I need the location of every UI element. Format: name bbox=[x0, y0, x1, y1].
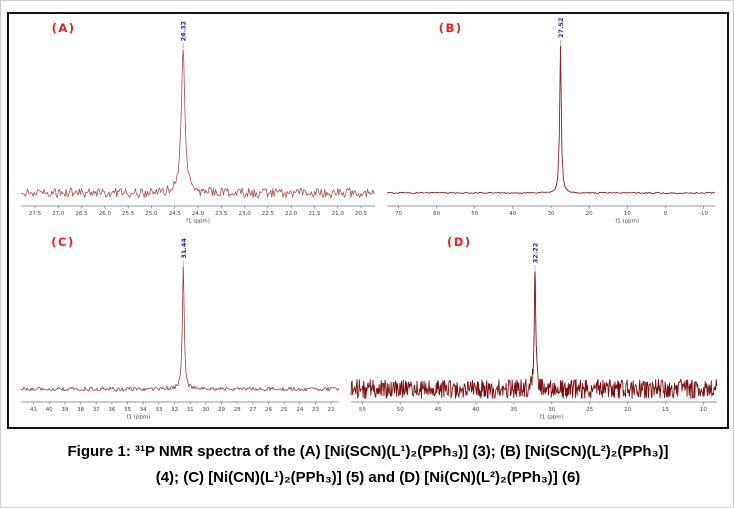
x-tick-label: 22.5 bbox=[262, 211, 275, 217]
x-tick-label: 38 bbox=[77, 407, 84, 413]
caption-line-2: (4); (C) [Ni(CN)(L¹)₂(PPh₃)] (5) and (D)… bbox=[155, 469, 581, 487]
spectrum-trace bbox=[386, 45, 715, 195]
x-tick-label: 25 bbox=[586, 407, 593, 413]
x-tick-label: 33 bbox=[155, 407, 162, 413]
x-tick-label: 24.0 bbox=[192, 211, 205, 217]
spectrum-trace bbox=[20, 49, 375, 199]
nmr-panel-c: 41 40 39 38 37 36 35 34 33 32 31 30 29 28 27 26 25 24 23 22… bbox=[15, 230, 345, 424]
x-tick-label: 22 bbox=[328, 407, 335, 413]
x-tick-label: 45 bbox=[435, 407, 442, 413]
x-tick-label: 28 bbox=[234, 407, 241, 413]
x-tick-label: 40 bbox=[46, 407, 53, 413]
x-tick-label: 27.0 bbox=[52, 211, 65, 217]
peak-value-label: 32.22 bbox=[531, 243, 539, 264]
x-tick-label: 60 bbox=[433, 211, 440, 217]
spectrum-trace bbox=[350, 271, 718, 399]
x-tick-label: 27 bbox=[249, 407, 256, 413]
x-tick-label: 41 bbox=[30, 407, 37, 413]
panel-letter: (A) bbox=[52, 21, 76, 35]
x-tick-label: 21.5 bbox=[308, 211, 321, 217]
x-tick-label: 26.5 bbox=[75, 211, 88, 217]
x-tick-label: 39 bbox=[61, 407, 68, 413]
x-tick-label: 29 bbox=[218, 407, 225, 413]
x-tick-label: 24.5 bbox=[169, 211, 182, 217]
x-tick-label: 23.0 bbox=[238, 211, 251, 217]
x-tick-label: 32 bbox=[171, 407, 178, 413]
x-tick-label: 23.5 bbox=[215, 211, 228, 217]
peak-value-label: 27.52 bbox=[557, 17, 565, 38]
x-tick-label: 15 bbox=[662, 407, 669, 413]
x-tick-label: 10 bbox=[700, 407, 707, 413]
x-axis-title: f1 (ppm) bbox=[540, 415, 564, 421]
x-axis-title: f1 (ppm) bbox=[127, 415, 151, 421]
panel-letter: (B) bbox=[439, 21, 463, 35]
x-tick-label: 23 bbox=[312, 407, 319, 413]
x-tick-label: 0 bbox=[664, 211, 668, 217]
caption-line-1: Figure 1: ³¹P NMR spectra of the (A) [Ni… bbox=[67, 443, 669, 460]
x-tick-label: 26.0 bbox=[99, 211, 112, 217]
peak-value-label: 31.44 bbox=[180, 238, 188, 259]
x-tick-label: 40 bbox=[473, 407, 480, 413]
x-tick-label: 30 bbox=[548, 211, 555, 217]
spectrum-plot-c: 41 40 39 38 37 36 35 34 33 32 31 30 29 28 27 26 25 24 23 22… bbox=[20, 235, 340, 421]
x-tick-label: 25.0 bbox=[145, 211, 158, 217]
x-axis-title: f1 (ppm) bbox=[615, 219, 639, 225]
spectrum-plot-d: 55 50 45 40 35 30 25 20 15 10 f1 (ppm) 32.22 (D) bbox=[350, 235, 718, 421]
nmr-panel-d: 55 50 45 40 35 30 25 20 15 10 f1 (ppm) 32.22 (D) bbox=[345, 230, 723, 424]
x-tick-label: 70 bbox=[395, 211, 402, 217]
spectrum-trace bbox=[20, 266, 340, 392]
x-tick-label: 50 bbox=[471, 211, 478, 217]
x-tick-label: 37 bbox=[93, 407, 100, 413]
x-tick-label: 25.5 bbox=[122, 211, 135, 217]
x-tick-label: -10 bbox=[699, 211, 708, 217]
x-tick-label: 40 bbox=[509, 211, 516, 217]
x-tick-label: 24 bbox=[296, 407, 303, 413]
x-tick-label: 22.0 bbox=[285, 211, 298, 217]
spectrum-plot-a: 27.5 27.0 26.5 26.0 25.5 25.0 24.5 24.0 23.5 23.0… bbox=[20, 21, 375, 225]
x-tick-label: 31 bbox=[187, 407, 194, 413]
x-tick-label: 26 bbox=[265, 407, 272, 413]
x-tick-label: 20 bbox=[624, 407, 631, 413]
panel-letter: (D) bbox=[447, 235, 472, 249]
nmr-panel-a: 27.5 27.0 26.5 26.0 25.5 25.0 24.5 24.0 23.5 23.0… bbox=[15, 16, 381, 228]
panel-letter: (C) bbox=[51, 235, 74, 249]
x-tick-label: 55 bbox=[359, 407, 366, 413]
x-tick-label: 35 bbox=[510, 407, 517, 413]
spectrum-plot-b: 70 60 50 40 30 20 10 0 -10 f1 (ppm) 27.52 (B) bbox=[386, 17, 715, 225]
spectra-border: 27.5 27.0 26.5 26.0 25.5 25.0 24.5 24.0 23.5 23.0… bbox=[7, 12, 729, 429]
nmr-panel-b: 70 60 50 40 30 20 10 0 -10 f1 (ppm) 27.52 (B) bbox=[381, 16, 721, 228]
peak-value-label: 24.32 bbox=[180, 21, 188, 42]
x-axis-title: f1 (ppm) bbox=[186, 219, 210, 225]
x-tick-label: 30 bbox=[202, 407, 209, 413]
figure-caption: Figure 1: ³¹P NMR spectra of the (A) [Ni… bbox=[1, 439, 733, 492]
x-tick-label: 25 bbox=[281, 407, 288, 413]
x-tick-label: 36 bbox=[108, 407, 115, 413]
x-tick-label: 20.5 bbox=[355, 211, 368, 217]
x-tick-label: 30 bbox=[548, 407, 555, 413]
x-tick-label: 35 bbox=[124, 407, 131, 413]
x-tick-label: 50 bbox=[397, 407, 404, 413]
x-tick-label: 34 bbox=[140, 407, 147, 413]
x-tick-label: 20 bbox=[586, 211, 593, 217]
x-tick-label: 21.0 bbox=[332, 211, 345, 217]
x-tick-label: 27.5 bbox=[29, 211, 42, 217]
x-tick-label: 10 bbox=[624, 211, 631, 217]
